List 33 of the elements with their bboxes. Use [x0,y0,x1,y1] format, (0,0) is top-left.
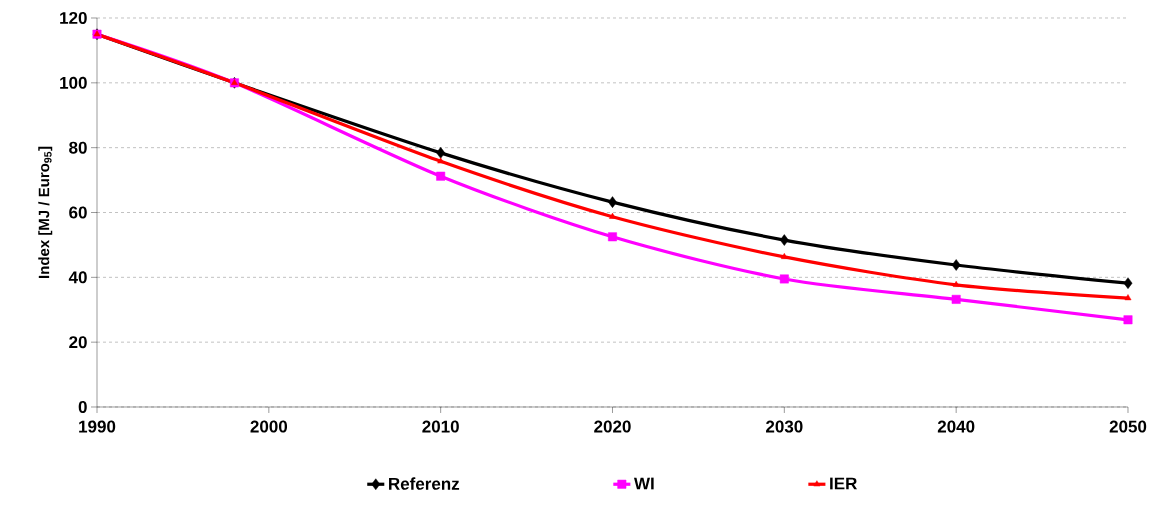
y-tick-label: 20 [69,336,87,349]
x-tick-label: 1990 [79,420,116,433]
point [1124,294,1132,301]
x-tick-label: 2000 [250,420,288,433]
x-tick-label: 2040 [937,420,975,433]
y-tick-label: 60 [69,206,87,219]
legend-label: IER [830,477,858,490]
point [1123,315,1133,325]
point [608,196,617,208]
point [779,274,789,284]
point [437,157,445,164]
point [951,259,961,271]
point [608,232,617,242]
point [436,147,446,159]
point [952,280,960,287]
point [780,253,788,259]
y-tick-label: 120 [60,11,87,25]
x-tick-label: 2020 [594,420,631,433]
y-axis-title: Index [MJ / Euro$_{95}$] [38,146,53,279]
point [1123,277,1133,289]
legend-label: WI [633,477,654,490]
point [779,234,789,246]
legend-label: Referenz [389,477,460,490]
point [436,171,446,181]
x-tick-label: 2010 [422,420,459,433]
point [951,294,961,304]
y-tick-label: 80 [69,141,87,154]
y-tick-label: 40 [68,271,87,284]
x-tick-label: 2030 [766,420,803,433]
y-tick-label: 0 [78,400,87,414]
x-tick-label: 2050 [1109,420,1147,433]
y-tick-label: 100 [60,76,87,89]
point [609,212,616,219]
